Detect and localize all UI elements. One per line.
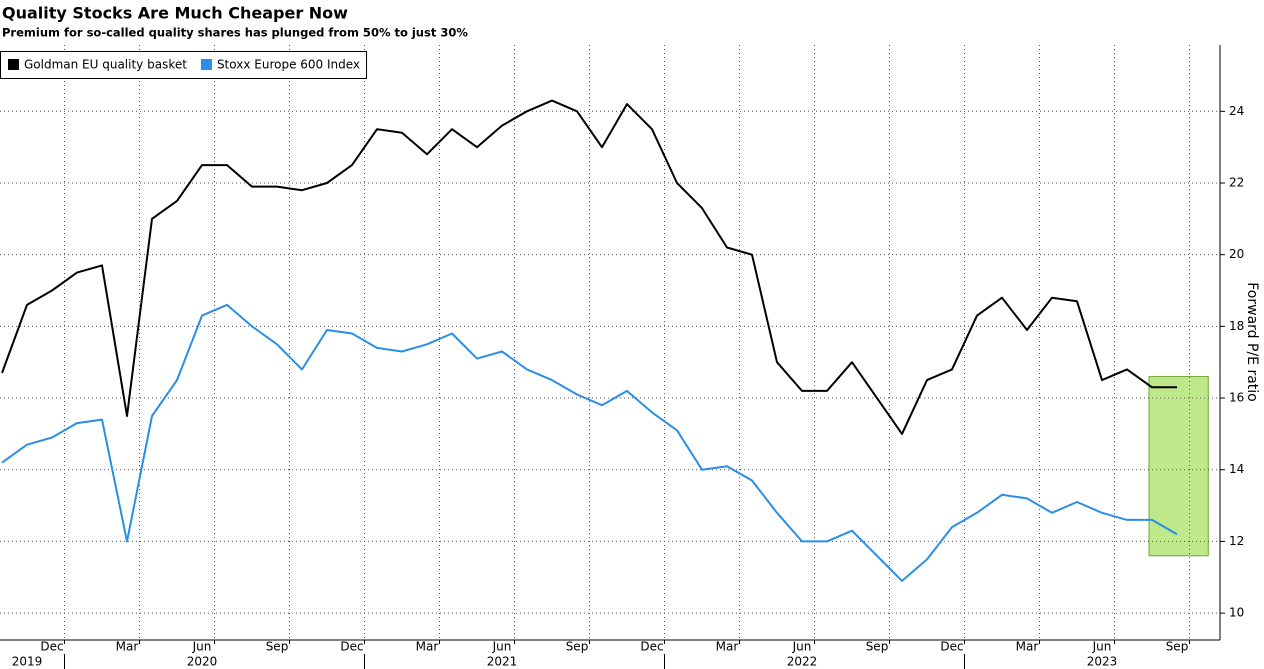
x-tick-label: Sep [566,640,589,654]
year-label: 2020 [187,655,218,669]
y-tick-label: 24 [1229,104,1244,118]
y-tick-label: 18 [1229,319,1244,333]
x-tick-label: Sep [266,640,289,654]
x-tick-label: Jun [792,640,812,654]
legend-box [0,51,368,79]
series-line [1,303,1178,582]
year-label: 2021 [487,655,518,669]
chart-subtitle: Premium for so-called quality shares has… [2,26,468,40]
chart-title: Quality Stocks Are Much Cheaper Now [2,4,348,23]
legend-swatch [200,59,212,70]
x-tick-label: Dec [640,640,663,654]
year-label: 2019 [12,655,43,669]
y-axis-label: Forward P/E ratio [1244,282,1260,402]
x-tick-label: Dec [340,640,363,654]
x-tick-label: Mar [416,640,439,654]
x-tick-label: Jun [492,640,512,654]
y-tick-label: 16 [1229,391,1244,405]
y-tick-label: 20 [1229,247,1244,261]
x-tick-label: Jun [1092,640,1112,654]
y-tick-label: 14 [1229,462,1244,476]
x-tick-label: Mar [1016,640,1039,654]
year-label: 2023 [1087,655,1118,669]
legend: Goldman EU quality basket Stoxx Europe 60… [0,51,368,79]
y-tick-label: 10 [1229,606,1244,620]
x-tick-label: Jun [192,640,212,654]
x-tick-label: Mar [116,640,139,654]
y-tick-label: 12 [1229,534,1244,548]
x-tick-label: Mar [716,640,739,654]
x-tick-label: Dec [940,640,963,654]
x-tick-label: Dec [40,640,63,654]
legend-label: Stoxx Europe 600 Index [217,58,360,72]
legend-label: Goldman EU quality basket [24,58,187,72]
x-tick-label: Sep [1166,640,1189,654]
year-label: 2022 [787,655,818,669]
y-tick-label: 22 [1229,175,1244,189]
legend-swatch [8,59,19,70]
highlight-box [1148,376,1209,557]
x-tick-label: Sep [866,640,889,654]
series-line [1,99,1177,435]
